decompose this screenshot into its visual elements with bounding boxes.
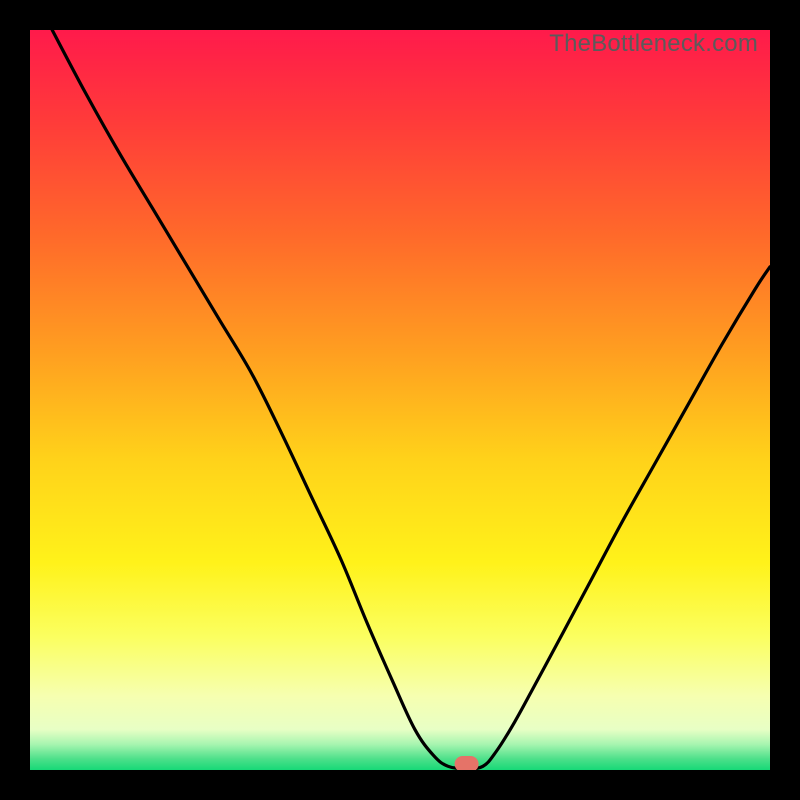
outer-black-frame: TheBottleneck.com [0, 0, 800, 800]
plot-svg [30, 30, 770, 770]
watermark-text: TheBottleneck.com [549, 30, 758, 58]
gradient-background [30, 30, 770, 770]
plot-area: TheBottleneck.com [30, 30, 770, 770]
optimal-point-marker [455, 756, 479, 770]
